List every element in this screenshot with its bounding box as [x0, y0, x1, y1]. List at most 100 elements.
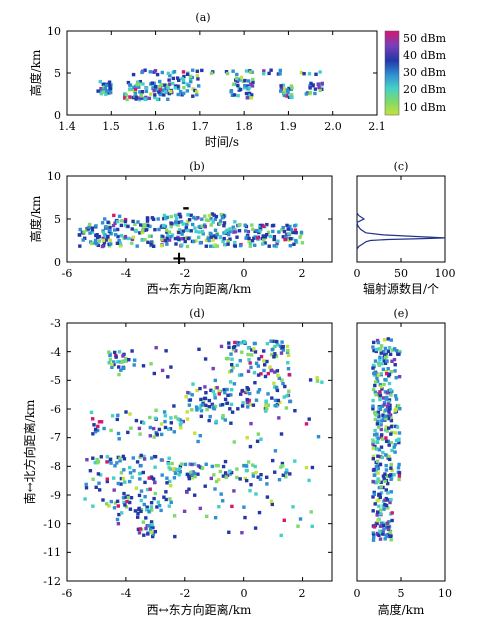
radiation-source-point	[188, 76, 193, 81]
radiation-source-point	[375, 440, 379, 444]
radiation-source-point	[195, 90, 199, 94]
radiation-source-point	[376, 410, 381, 414]
radiation-source-point	[168, 479, 172, 484]
radiation-source-point	[236, 83, 240, 88]
radiation-source-point	[209, 216, 213, 221]
radiation-source-point	[262, 72, 266, 76]
radiation-source-point	[162, 217, 166, 221]
radiation-source-point	[248, 391, 252, 396]
radiation-source-point	[388, 352, 393, 356]
radiation-source-point	[389, 441, 393, 445]
radiation-source-point	[279, 432, 284, 436]
radiation-source-point	[234, 349, 238, 353]
radiation-source-point	[373, 390, 378, 394]
radiation-source-point	[283, 237, 287, 242]
radiation-source-point	[233, 227, 237, 232]
radiation-source-point	[371, 480, 376, 484]
radiation-source-point	[281, 473, 285, 477]
radiation-source-point	[133, 87, 138, 91]
radiation-source-point	[131, 87, 135, 92]
radiation-source-point	[132, 89, 136, 93]
radiation-source-point	[177, 228, 182, 232]
radiation-source-point	[130, 349, 134, 353]
radiation-source-point	[218, 221, 222, 225]
radiation-source-point	[238, 359, 242, 363]
radiation-source-point	[265, 495, 270, 499]
radiation-source-point	[193, 226, 197, 230]
radiation-source-point	[148, 224, 152, 228]
radiation-source-point	[155, 432, 159, 436]
radiation-source-point	[119, 223, 124, 228]
panel-d-plot	[83, 339, 324, 539]
radiation-source-point	[186, 213, 190, 217]
radiation-source-point	[247, 91, 252, 96]
x-tick-label: 50	[394, 267, 408, 280]
radiation-source-point	[119, 368, 123, 372]
radiation-source-point	[371, 446, 375, 451]
radiation-source-point	[185, 490, 189, 494]
radiation-source-point	[373, 359, 378, 363]
radiation-source-point	[142, 533, 146, 537]
radiation-source-point	[134, 229, 138, 234]
radiation-source-point	[220, 403, 225, 407]
radiation-source-point	[189, 80, 193, 84]
radiation-source-point	[117, 350, 122, 354]
radiation-source-point	[142, 457, 147, 461]
radiation-source-point	[226, 242, 230, 246]
radiation-source-point	[256, 390, 260, 394]
radiation-source-point	[137, 82, 141, 86]
radiation-source-point	[149, 92, 153, 96]
radiation-source-point	[152, 81, 156, 85]
radiation-source-point	[265, 233, 269, 237]
radiation-source-point	[231, 82, 236, 86]
radiation-source-point	[141, 364, 146, 368]
radiation-source-point	[151, 534, 155, 539]
radiation-source-point	[256, 432, 260, 436]
radiation-source-point	[383, 361, 388, 365]
radiation-source-point	[279, 84, 283, 88]
radiation-source-point	[82, 230, 86, 234]
radiation-source-point	[101, 87, 105, 91]
panel-c-xlabel: 辐射源数目/个	[363, 281, 439, 296]
radiation-source-point	[252, 341, 257, 346]
radiation-source-point	[374, 349, 378, 354]
radiation-source-point	[112, 506, 117, 510]
radiation-source-point	[232, 440, 236, 444]
radiation-source-point	[165, 215, 169, 220]
radiation-source-point	[292, 242, 296, 246]
radiation-source-point	[378, 383, 382, 387]
radiation-source-point	[278, 68, 282, 73]
radiation-source-point	[279, 465, 283, 469]
radiation-source-point	[232, 230, 236, 234]
radiation-source-point	[281, 344, 285, 349]
radiation-source-point	[147, 476, 151, 480]
radiation-source-point	[129, 426, 133, 430]
radiation-source-point	[266, 371, 270, 376]
radiation-source-point	[386, 402, 391, 406]
panel-c-plot	[356, 212, 446, 250]
radiation-source-point	[123, 219, 128, 224]
radiation-source-point	[215, 232, 219, 237]
radiation-source-point	[182, 91, 186, 96]
tick-marks	[66, 30, 446, 582]
radiation-source-point	[235, 72, 239, 77]
radiation-source-point	[186, 236, 190, 241]
radiation-source-point	[284, 468, 289, 472]
radiation-source-point	[382, 350, 386, 354]
radiation-source-point	[276, 239, 280, 243]
radiation-source-point	[110, 414, 115, 418]
radiation-source-point	[191, 239, 196, 244]
radiation-source-point	[388, 457, 392, 462]
x-tick-label: 2.1	[368, 120, 386, 133]
radiation-source-point	[181, 229, 185, 233]
radiation-source-point	[378, 524, 383, 528]
radiation-source-point	[384, 355, 388, 360]
radiation-source-point	[377, 425, 381, 429]
radiation-source-point	[258, 227, 263, 231]
panel-a-label: (a)	[195, 11, 210, 24]
radiation-source-point	[146, 240, 150, 244]
radiation-source-point	[397, 477, 401, 482]
radiation-source-point	[385, 391, 389, 395]
radiation-source-point	[223, 459, 228, 464]
radiation-source-point	[178, 215, 183, 219]
